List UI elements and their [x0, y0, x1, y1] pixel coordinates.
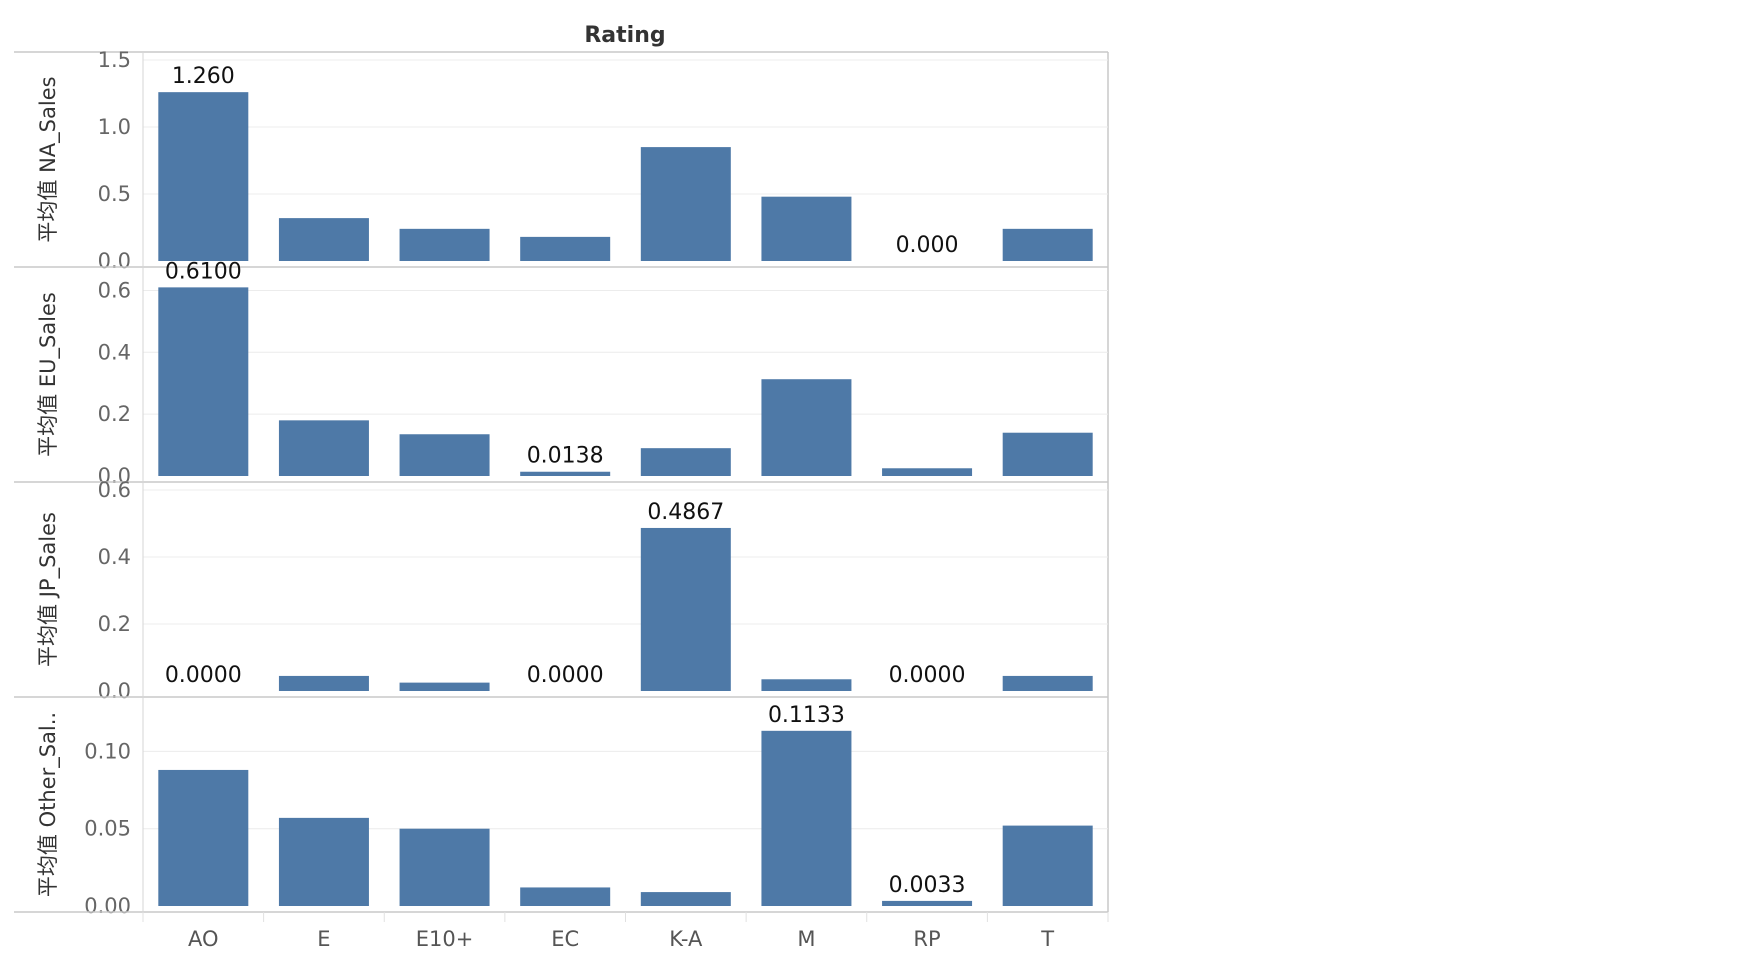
y-tick-label: 0.5 [98, 182, 131, 206]
bar-NA_Sales-E [279, 218, 369, 261]
y-tick-label: 0.0 [98, 679, 131, 703]
y-tick-label: 0.00 [84, 894, 131, 918]
panel-NA_Sales: 0.0 0.5 1.0 1.5 平均值 NA_Sales 1.260 0.000 [14, 48, 1108, 273]
data-label-NA_Sales-AO: 1.260 [172, 64, 235, 89]
bar-NA_Sales-K-A [641, 147, 731, 261]
y-axis-title: 平均值 JP_Sales [36, 512, 61, 667]
bar-JP_Sales-M [761, 679, 851, 691]
data-label-JP_Sales-EC: 0.0000 [527, 663, 604, 688]
data-label-EU_Sales-AO: 0.6100 [165, 259, 242, 284]
bar-JP_Sales-E10+ [400, 683, 490, 691]
data-label-JP_Sales-RP: 0.0000 [889, 663, 966, 688]
bar-Other_Sales-T [1003, 826, 1093, 906]
x-tick-label-RP: RP [913, 927, 940, 951]
bar-Other_Sales-E10+ [400, 829, 490, 906]
bar-NA_Sales-E10+ [400, 229, 490, 261]
bar-NA_Sales-EC [520, 237, 610, 261]
x-tick-label-K-A: K-A [669, 927, 703, 951]
data-label-JP_Sales-AO: 0.0000 [165, 663, 242, 688]
x-tick-label-M: M [797, 927, 815, 951]
y-axis-title: 平均值 NA_Sales [36, 76, 61, 242]
y-axis-title: 平均值 Other_Sal.. [36, 712, 61, 897]
bar-Other_Sales-RP [882, 901, 972, 906]
data-label-NA_Sales-RP: 0.000 [896, 233, 959, 258]
x-axis: AO E E10+ EC K-A M RP T [143, 912, 1108, 951]
x-tick-label-E: E [317, 927, 330, 951]
bar-NA_Sales-M [761, 197, 851, 261]
data-label-Other_Sales-RP: 0.0033 [889, 873, 966, 898]
y-tick-label: 1.5 [98, 48, 131, 72]
bar-EU_Sales-K-A [641, 448, 731, 476]
bar-JP_Sales-E [279, 676, 369, 691]
bar-EU_Sales-RP [882, 468, 972, 476]
data-label-JP_Sales-K-A: 0.4867 [647, 500, 724, 525]
y-tick-label: 0.6 [98, 478, 131, 502]
y-tick-label: 0.4 [98, 340, 131, 364]
bar-EU_Sales-EC [520, 472, 610, 476]
bar-EU_Sales-T [1003, 433, 1093, 476]
y-tick-label: 0.4 [98, 545, 131, 569]
bar-EU_Sales-M [761, 379, 851, 476]
column-header: Rating [584, 23, 665, 48]
x-tick-label-AO: AO [188, 927, 219, 951]
bar-Other_Sales-K-A [641, 892, 731, 906]
panel-Other_Sales: 0.00 0.05 0.10 平均值 Other_Sal.. 0.1133 0.0033 [14, 697, 1108, 918]
bar-JP_Sales-K-A [641, 528, 731, 691]
bar-Other_Sales-M [761, 731, 851, 906]
x-tick-label-E10+: E10+ [416, 927, 474, 951]
bar-NA_Sales-T [1003, 229, 1093, 261]
bar-EU_Sales-E10+ [400, 434, 490, 476]
panel-JP_Sales: 0.0 0.2 0.4 0.6 平均值 JP_Sales 0.0000 0.0000 0.48… [14, 478, 1108, 703]
y-axis-title: 平均值 EU_Sales [36, 292, 61, 457]
y-tick-label: 1.0 [98, 115, 131, 139]
bar-Other_Sales-EC [520, 887, 610, 906]
chart-panels: 0.0 0.5 1.0 1.5 平均值 NA_Sales 1.260 0.000 0.0 0.2… [14, 48, 1108, 918]
bar-EU_Sales-E [279, 420, 369, 476]
bar-JP_Sales-T [1003, 676, 1093, 691]
data-label-EU_Sales-EC: 0.0138 [527, 444, 604, 469]
bar-Other_Sales-E [279, 818, 369, 906]
x-tick-label-T: T [1040, 927, 1054, 951]
bar-NA_Sales-AO [158, 92, 248, 261]
bar-Other_Sales-AO [158, 770, 248, 906]
y-tick-label: 0.0 [98, 249, 131, 273]
y-tick-label: 0.6 [98, 278, 131, 302]
y-tick-label: 0.2 [98, 402, 131, 426]
data-label-Other_Sales-M: 0.1133 [768, 703, 845, 728]
y-tick-label: 0.10 [84, 739, 131, 763]
y-tick-label: 0.2 [98, 612, 131, 636]
x-tick-label-EC: EC [551, 927, 579, 951]
y-tick-label: 0.05 [84, 817, 131, 841]
bar-EU_Sales-AO [158, 287, 248, 476]
